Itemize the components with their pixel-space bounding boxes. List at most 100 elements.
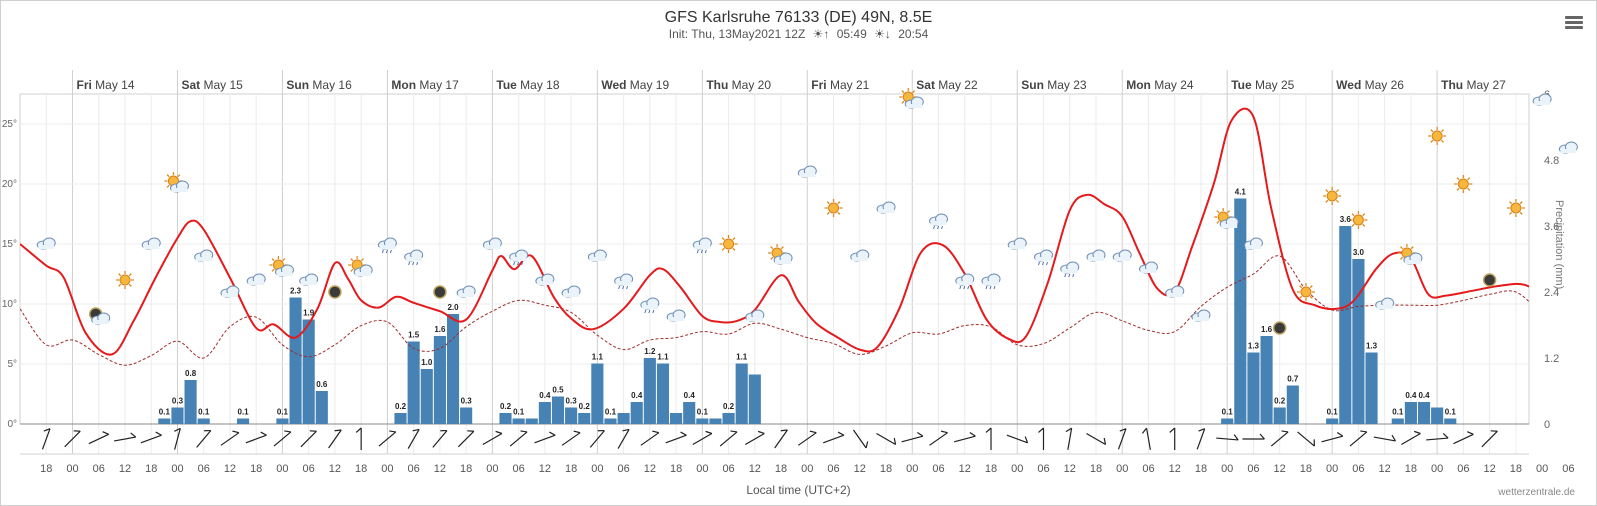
cloud-icon (141, 237, 161, 250)
cloud-part (458, 293, 475, 297)
rain-cloud-icon (377, 237, 397, 254)
cloud-part (195, 257, 212, 261)
wind-barb (196, 429, 212, 448)
rain-drop (648, 309, 651, 314)
cloud-icon (587, 249, 607, 262)
hour-tick-label: 00 (1431, 463, 1443, 475)
rain-drop (941, 225, 943, 230)
rain-cloud-icon (955, 273, 975, 290)
cloud-icon (561, 285, 581, 298)
wind-flag (1198, 428, 1205, 432)
cloud-icon (1086, 249, 1106, 262)
rain-drop (700, 249, 703, 254)
wind-flag (865, 441, 869, 449)
wind-shaft (509, 431, 528, 447)
wind-shaft (174, 428, 181, 450)
wind-barb (273, 430, 292, 447)
cloud-part (536, 281, 553, 285)
rain-drop (408, 261, 411, 266)
cloud-icon (876, 201, 896, 214)
wind-flag (495, 430, 503, 435)
day-label-date: May 21 (827, 78, 870, 92)
precip-value-label: 1.3 (1366, 342, 1378, 351)
sunset-icon: ☀↓ (874, 27, 891, 41)
rain-drop (1064, 273, 1067, 278)
precip-value-label: 1.3 (1248, 342, 1260, 351)
wind-barb (1373, 434, 1397, 442)
hour-tick-label: 18 (145, 463, 157, 475)
wind-barb (174, 427, 181, 450)
day-label: Sun May 16 (286, 78, 352, 92)
precip-value-label: 0.8 (185, 369, 197, 378)
precip-bar (630, 402, 643, 424)
precip-bar (1404, 402, 1417, 424)
precip-value-label: 0.2 (1274, 397, 1286, 406)
sun-ray (901, 100, 905, 104)
day-label: Thu May 20 (706, 78, 771, 92)
sun-disc (119, 274, 131, 286)
day-label-dow: Thu (1441, 78, 1463, 92)
cloud-icon (1532, 93, 1552, 106)
wind-barbs (41, 427, 1498, 450)
wind-flag (412, 428, 420, 432)
precip-bar (670, 413, 683, 424)
hour-tick-label: 00 (486, 463, 498, 475)
hour-tick-label: 00 (171, 463, 183, 475)
precip-bar (1221, 418, 1234, 424)
chart-title: GFS Karlsruhe 76133 (DE) 49N, 8.5E (664, 9, 933, 26)
wind-flag (780, 429, 788, 432)
hour-tick-label: 06 (722, 463, 734, 475)
hour-tick-label: 18 (775, 463, 787, 475)
wind-shaft (1145, 428, 1151, 450)
sun-ray (1299, 285, 1303, 289)
cloud-icon (1375, 297, 1395, 310)
sun-ray (1400, 246, 1404, 250)
rain-drop (1068, 273, 1071, 278)
day-label-date: May 16 (309, 78, 352, 92)
precip-bar (197, 418, 210, 424)
day-label-dow: Sun (1021, 78, 1044, 92)
wind-barb (1065, 427, 1073, 450)
cloud-icon (299, 273, 319, 286)
hour-tick-label: 12 (539, 463, 551, 475)
hour-tick-label: 06 (513, 463, 525, 475)
wind-flag (549, 431, 556, 436)
rain-drop (517, 261, 520, 266)
precip-value-label: 0.1 (1327, 408, 1339, 417)
sun-cloud-icon (348, 256, 373, 277)
wind-flag (155, 431, 162, 436)
cloud-part (143, 245, 160, 249)
precip-bar (171, 407, 184, 424)
sun-disc (1326, 190, 1338, 202)
sun-ray (1430, 129, 1434, 133)
cloud-part (355, 272, 372, 276)
precip-bar (1234, 198, 1247, 424)
wind-shaft (1426, 437, 1449, 441)
wind-flag (985, 427, 992, 433)
hour-tick-label: 06 (198, 463, 210, 475)
sun-ray (1456, 177, 1460, 181)
wind-barb (1453, 431, 1474, 445)
cloud-part (276, 272, 293, 276)
menu-icon[interactable] (1565, 16, 1583, 30)
wind-barb (482, 430, 503, 446)
sun-ray (1519, 211, 1523, 215)
rain-drop (644, 309, 647, 314)
wind-flag (1336, 431, 1344, 437)
sun-cloud-icon (768, 244, 793, 265)
hour-tick-label: 06 (1142, 463, 1154, 475)
sun-icon (1506, 199, 1525, 217)
wind-barb (378, 430, 397, 447)
precip-bar (1365, 352, 1378, 424)
cloud-part (1114, 257, 1131, 261)
cloud-icon (666, 309, 686, 322)
precip-axis-title: Precipitation (mm) (1553, 200, 1565, 289)
day-label-dow: Fri (76, 78, 91, 92)
hour-tick-label: 00 (696, 463, 708, 475)
sun-ray (271, 268, 275, 272)
precip-bar (1391, 418, 1404, 424)
wind-shaft (876, 432, 896, 446)
precip-value-label: 4.1 (1235, 188, 1247, 197)
rain-drop (1046, 261, 1048, 266)
rain-drop (381, 249, 384, 254)
